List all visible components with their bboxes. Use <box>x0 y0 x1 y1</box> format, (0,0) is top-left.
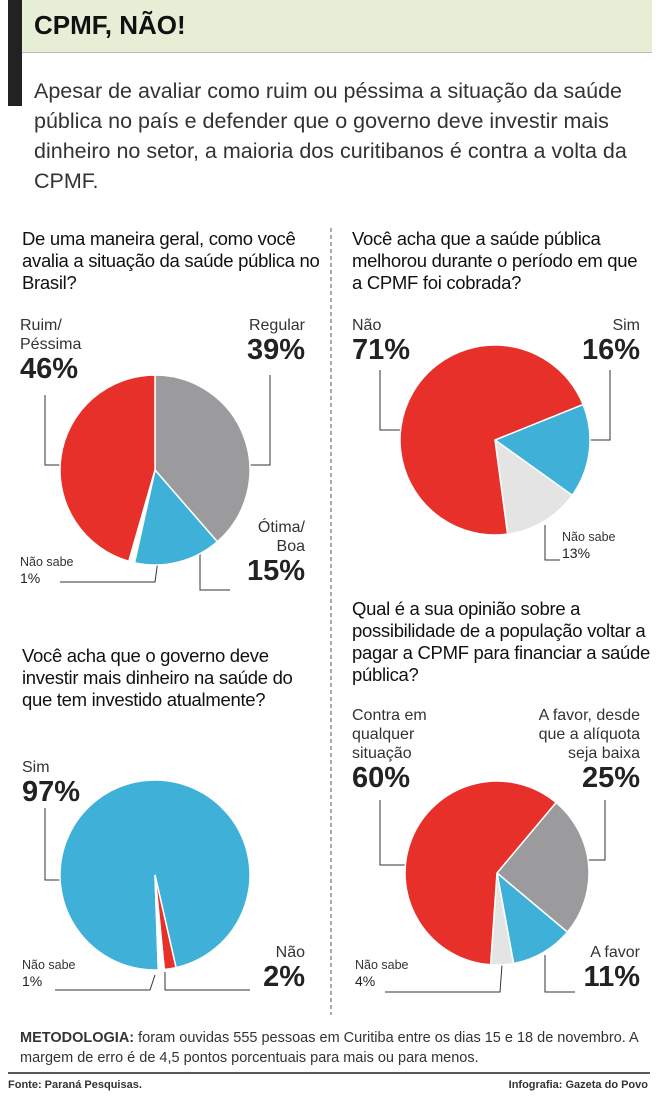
value-label: 15% <box>246 555 305 587</box>
value-label: 39% <box>246 334 305 366</box>
pie-slice <box>399 344 585 536</box>
slice-label: Não 2% <box>263 943 305 992</box>
pie-slice <box>404 780 558 966</box>
category-label: Contra em qualquer situação <box>352 707 427 762</box>
slice-label: Não sabe 4% <box>355 958 409 989</box>
pie-slice <box>154 874 166 971</box>
category-label: Não <box>352 317 382 334</box>
subtitle: Apesar de avaliar como ruim ou péssima a… <box>34 79 627 193</box>
slice-label: Sim 97% <box>22 758 80 807</box>
slice-label: A favor, desde que a alíquota seja baixa… <box>539 706 640 793</box>
question: Você acha que a saúde pública melhorou d… <box>352 228 638 293</box>
category-label: Regular <box>248 317 305 334</box>
value-label: 2% <box>263 961 305 993</box>
question: Qual é a sua opinião sobre a possibilida… <box>352 598 651 685</box>
category-label: Não sabe <box>20 555 74 569</box>
value-label: 4% <box>355 973 376 989</box>
value-label: 25% <box>581 762 640 794</box>
slice-label: Não 71% <box>352 316 410 365</box>
title: CPMF, NÃO! <box>34 10 186 40</box>
category-label: Sim <box>612 317 640 334</box>
slice-label: Ótima/ Boa 15% <box>247 518 305 586</box>
value-label: 71% <box>352 334 411 366</box>
pie-slice <box>59 374 156 563</box>
slice-label: Não sabe 1% <box>22 958 76 989</box>
value-label: 1% <box>20 570 41 586</box>
slice-label: Sim 16% <box>582 316 640 365</box>
category-label: Não sabe <box>562 530 616 544</box>
accent-bar <box>8 0 22 106</box>
slice-label: Ruim/ Péssima 46% <box>20 316 81 384</box>
methodology: METODOLOGIA: foram ouvidas 555 pessoas e… <box>20 1028 650 1068</box>
question: De uma maneira geral, como você avalia a… <box>22 228 320 293</box>
category-label: A favor <box>590 944 640 961</box>
category-label: A favor, desde que a alíquota seja baixa <box>538 707 640 762</box>
value-label: 16% <box>581 334 640 366</box>
methodology-label: METODOLOGIA: <box>20 1030 135 1046</box>
question: Você acha que o governo deve investir ma… <box>22 645 293 710</box>
value-label: 60% <box>352 762 411 794</box>
category-label: Sim <box>22 759 50 776</box>
slice-label: Contra em qualquer situação 60% <box>352 706 427 793</box>
pie-slice <box>493 403 591 497</box>
pie-slice <box>133 468 219 566</box>
category-label: Não <box>275 944 305 961</box>
category-label: Ótima/ Boa <box>257 519 305 555</box>
slice-label: Não sabe 13% <box>562 530 616 561</box>
value-label: 13% <box>562 545 591 561</box>
value-label: 97% <box>22 776 81 808</box>
slice-label: Regular 39% <box>247 316 305 365</box>
value-label: 1% <box>22 973 43 989</box>
category-label: Não sabe <box>22 958 76 972</box>
title-box <box>22 0 652 53</box>
slice-label: A favor 11% <box>584 943 640 992</box>
pie-slice <box>494 438 574 536</box>
credit: Infografia: Gazeta do Povo <box>508 1079 648 1091</box>
pie-slice <box>495 801 590 934</box>
slice-label: Não sabe 1% <box>20 555 74 586</box>
methodology-text: foram ouvidas 555 pessoas em Curitiba en… <box>20 1030 638 1066</box>
source: Fonte: Paraná Pesquisas. <box>8 1079 142 1091</box>
value-label: 11% <box>583 961 640 993</box>
category-label: Ruim/ Péssima <box>20 317 82 353</box>
pie-slice <box>154 374 251 543</box>
value-label: 46% <box>20 353 79 385</box>
category-label: Não sabe <box>355 958 409 972</box>
